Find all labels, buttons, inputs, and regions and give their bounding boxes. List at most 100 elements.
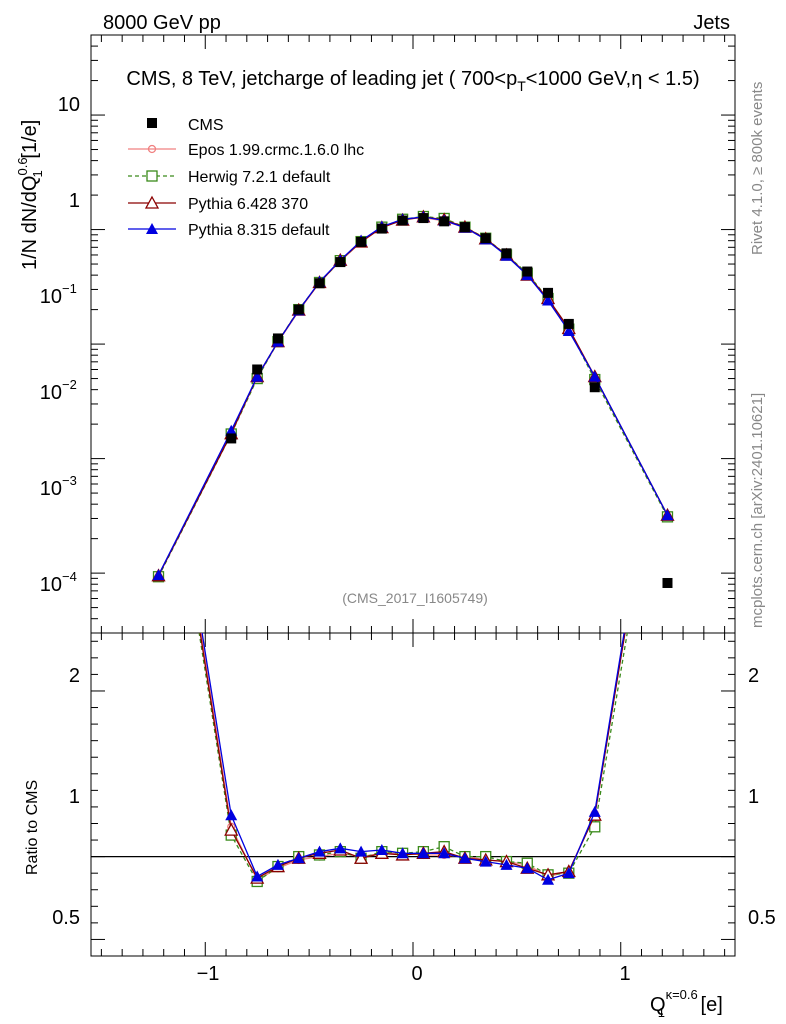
ratio-point-pythia-8-315-default [375, 843, 388, 855]
y-tick-label-1e-2: 10 [40, 382, 62, 404]
main-series [151, 209, 675, 649]
point-cms [439, 216, 450, 227]
ratio-series [198, 633, 628, 888]
ratio-tick-label-2: 2 [69, 665, 80, 687]
ratio-point-pythia-8-315-default [458, 852, 471, 864]
ratio-point-pythia-8-315-default [438, 847, 451, 859]
series-line-pythia-6-428-370 [157, 216, 669, 576]
legend-entry-cms: CMS [147, 117, 224, 134]
point-cms [335, 257, 346, 268]
legend-marker-epos [147, 144, 157, 154]
point-pythia-8-315-default [225, 424, 238, 436]
plot-title: CMS, 8 TeV, jetcharge of leading jet ( 7… [126, 68, 699, 94]
ratio-tick-label-1-right: 1 [748, 786, 759, 808]
ratio-point-pythia-8-315-default [479, 855, 492, 867]
legend-marker-pythia8 [146, 223, 158, 234]
ratio-point-pythia-8-315-default [417, 847, 430, 859]
ratio-tick-label-0.5: 0.5 [52, 907, 80, 929]
point-cms [397, 215, 408, 226]
y-tick-label-1e-4-exp: −4 [62, 569, 77, 584]
point-cms [252, 364, 263, 375]
ratio-point-pythia-6-428-370 [353, 850, 369, 864]
point-cms [356, 236, 367, 247]
ratio-tick-label-1: 1 [69, 786, 80, 808]
point-pythia-8-315-default [251, 370, 264, 382]
ratio-point-pythia-8-315-default [521, 862, 534, 874]
point-cms [563, 318, 574, 329]
process-label: Jets [693, 12, 730, 34]
ratio-line-pythia-8-315-default [201, 633, 625, 881]
ratio-y-axis-title: Ratio to CMS [24, 780, 41, 875]
point-pythia-8-315-default [661, 509, 674, 521]
legend-entry-pythia6: Pythia 6.428 370 [128, 195, 308, 213]
axis-tick-labels: 10 1 10 −1 10 −2 10 −3 10 −4 2 1 0.5 2 1… [40, 94, 776, 985]
ratio-tick-label-2-right: 2 [748, 665, 759, 687]
analysis-watermark: (CMS_2017_I1605749) [342, 590, 488, 606]
ratio-point-pythia-8-315-default [500, 858, 513, 870]
ratio-point-pythia-8-315-default [225, 809, 238, 821]
ratio-point-pythia-8-315-default [588, 805, 601, 817]
legend: CMS Epos 1.99.crmc.1.6.0 lhc Herwig 7.2.… [128, 117, 364, 239]
ratio-point-pythia-8-315-default [271, 858, 284, 870]
y-tick-label-1e-2-exp: −2 [62, 377, 77, 392]
ratio-point-pythia-8-315-default [396, 847, 409, 859]
series-line-epos-1-99-crmc-1-6-0-lhc [157, 217, 669, 576]
point-cms [154, 639, 164, 649]
y-tick-label-1e-4: 10 [40, 574, 62, 596]
legend-label-epos: Epos 1.99.crmc.1.6.0 lhc [188, 142, 364, 159]
point-pythia-8-315-default [588, 370, 601, 382]
legend-label-cms: CMS [188, 117, 224, 134]
y-tick-label-1: 1 [69, 190, 80, 212]
point-cms [480, 233, 491, 244]
ratio-plot-frame [90, 632, 736, 957]
point-pythia-8-315-default [542, 294, 555, 306]
x-axis-title: Qκ=0.6 1 [e] [650, 987, 723, 1020]
legend-entry-herwig: Herwig 7.2.1 default [128, 169, 331, 186]
rivet-version-label: Rivet 4.1.0, ≥ 800k events [749, 82, 766, 255]
legend-marker-pythia6 [144, 195, 160, 209]
y-tick-label-1e-1-exp: −1 [62, 281, 77, 296]
point-cms [459, 222, 470, 233]
y-tick-label-1e-3-exp: −3 [62, 473, 77, 488]
point-pythia-8-315-default [152, 569, 165, 581]
point-cms [272, 333, 283, 344]
y-axis-title: 1/N dN/dQ0.61 [1/e] [15, 120, 45, 270]
axis-ticks [91, 34, 735, 956]
ratio-point-pythia-8-315-default [355, 845, 368, 857]
x-tick-label-minus1: −1 [197, 963, 220, 985]
ratio-point-pythia-8-315-default [292, 852, 305, 864]
ratio-line-pythia-6-428-370 [199, 633, 626, 879]
point-cms [314, 278, 325, 289]
point-cms [293, 304, 304, 315]
legend-entry-pythia8: Pythia 8.315 default [128, 222, 330, 239]
point-cms [522, 266, 533, 277]
y-tick-label-1e-1: 10 [40, 286, 62, 308]
point-cms [662, 577, 673, 588]
ratio-point-pythia-6-428-370 [224, 822, 239, 836]
series-line-herwig-7-2-1-default [157, 215, 669, 577]
ratio-point-pythia-8-315-default [562, 867, 575, 879]
ratio-point-pythia-8-315-default [334, 842, 347, 854]
mcplots-label: mcplots.cern.ch [arXiv:2401.10621] [749, 393, 766, 628]
point-cms [543, 287, 554, 298]
legend-marker-cms [147, 118, 157, 128]
legend-label-herwig: Herwig 7.2.1 default [188, 169, 331, 186]
x-tick-label-1: 1 [619, 963, 630, 985]
energy-label: 8000 GeV pp [103, 12, 221, 34]
point-cms [501, 248, 512, 259]
ratio-point-pythia-8-315-default [542, 873, 555, 885]
ratio-point-pythia-8-315-default [313, 845, 326, 857]
legend-marker-herwig [146, 170, 158, 182]
point-cms [589, 382, 600, 393]
point-cms [226, 433, 237, 444]
y-tick-label-10: 10 [58, 94, 80, 116]
legend-label-pythia6: Pythia 6.428 370 [188, 196, 308, 213]
point-cms [376, 223, 387, 234]
legend-entry-epos: Epos 1.99.crmc.1.6.0 lhc [128, 142, 364, 159]
series-line-pythia-8-315-default [157, 216, 669, 576]
ratio-tick-label-0.5-right: 0.5 [748, 907, 776, 929]
point-pythia-8-315-default [562, 325, 575, 337]
legend-label-pythia8: Pythia 8.315 default [188, 222, 330, 239]
point-cms [418, 213, 429, 224]
